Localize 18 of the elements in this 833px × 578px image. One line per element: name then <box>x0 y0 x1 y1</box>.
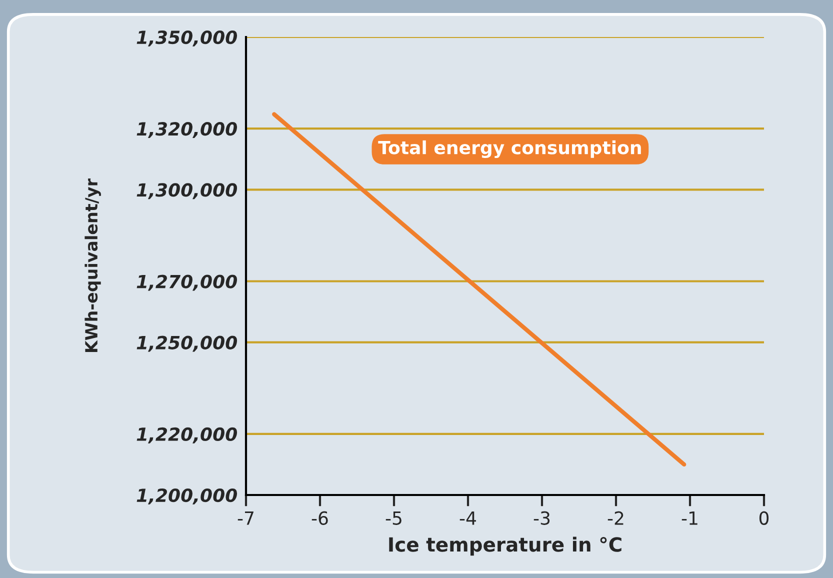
x-tick-label: -6 <box>312 511 328 525</box>
y-tick-label: 1,350,000 <box>136 30 238 46</box>
y-axis-title: KWh-equivalent/yr <box>84 178 101 352</box>
y-tick-label: 1,220,000 <box>136 427 238 444</box>
x-axis-title: Ice temperature in °C <box>389 536 622 556</box>
x-tick-label: 0 <box>759 511 769 525</box>
y-tick-label: 1,300,000 <box>136 183 238 200</box>
y-tick-label: 1,200,000 <box>136 488 238 504</box>
x-tick-label: -5 <box>386 512 402 525</box>
x-tick-label: -7 <box>238 512 254 525</box>
y-tick-label: 1,250,000 <box>136 336 238 352</box>
x-tick-label: -2 <box>608 511 624 525</box>
annotation: Total energy consumption <box>378 140 641 158</box>
y-tick-label: 1,270,000 <box>136 274 238 291</box>
x-tick-label: -3 <box>534 511 550 525</box>
y-tick-label: 1,320,000 <box>136 122 238 138</box>
x-tick-label: -1 <box>682 512 698 525</box>
x-tick-label: -4 <box>460 512 476 525</box>
